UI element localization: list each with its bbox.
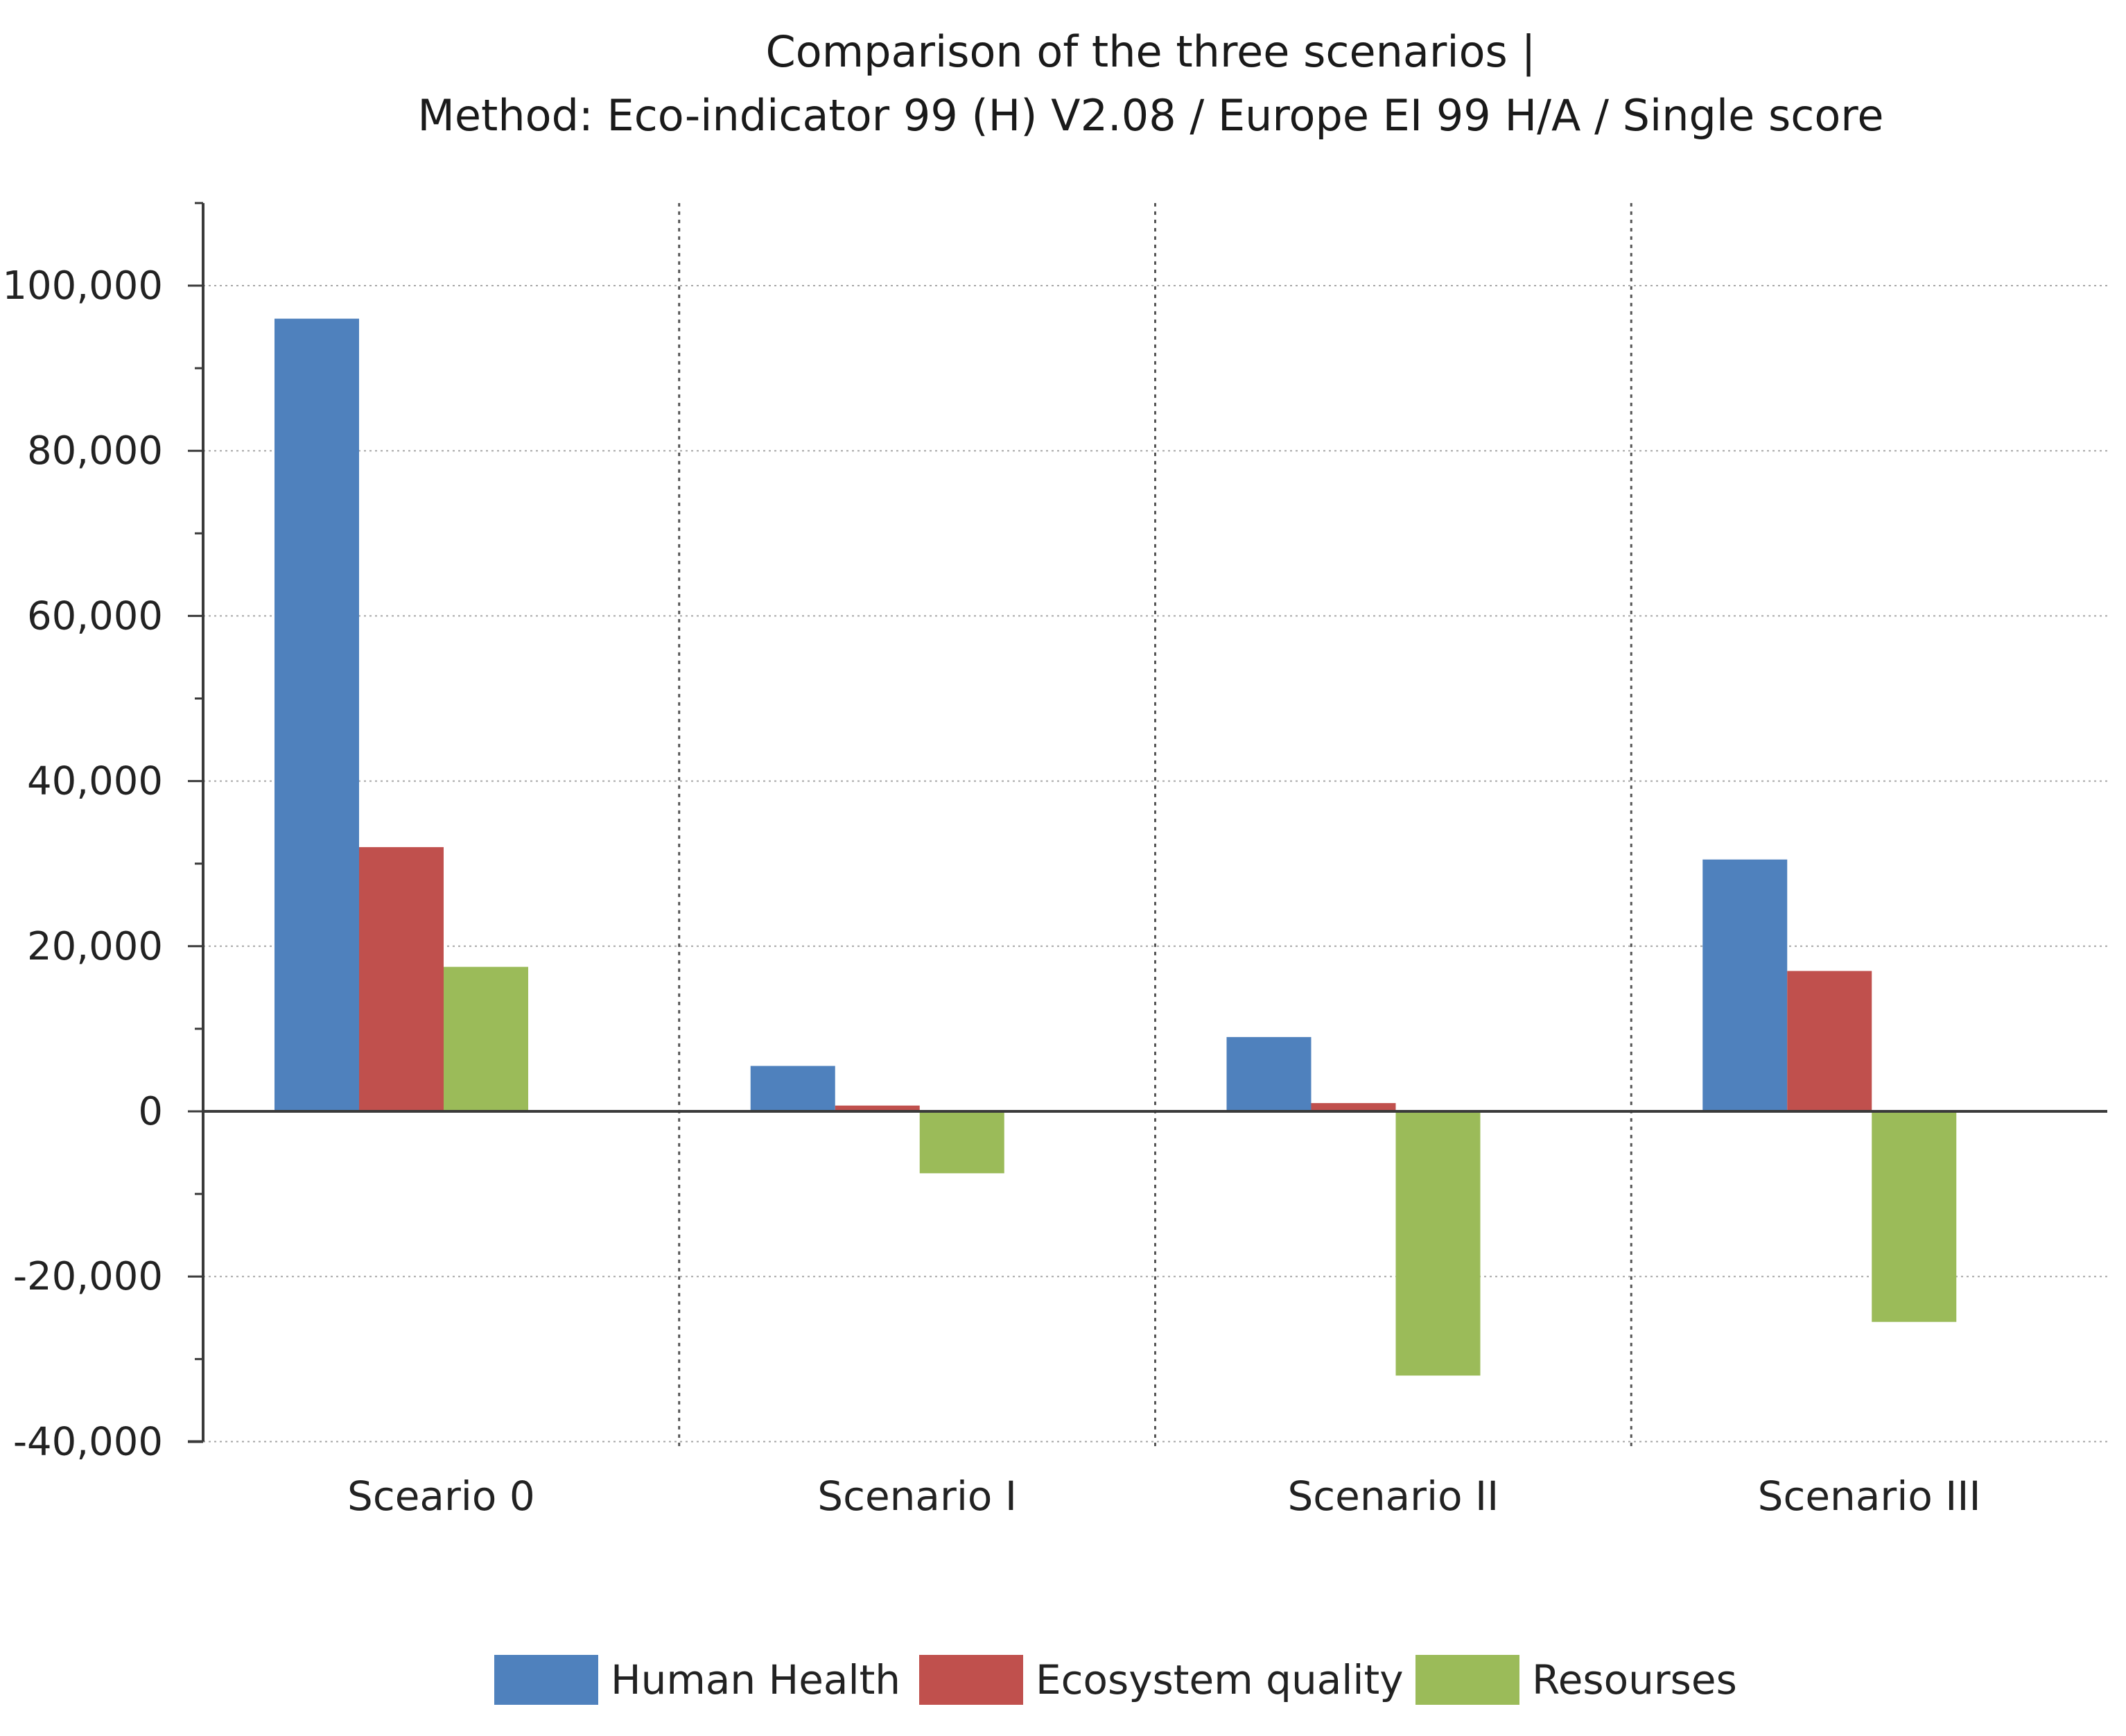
legend-swatch — [919, 1655, 1023, 1705]
bar — [1226, 1036, 1312, 1111]
gridlines — [203, 285, 2107, 1443]
legend-label: Ecosystem quality — [1036, 1656, 1404, 1703]
y-tick-label: 60,000 — [27, 593, 163, 639]
bar — [919, 1111, 1004, 1174]
x-tick-label: Scenario II — [1287, 1473, 1499, 1520]
y-tick-label: -20,000 — [13, 1254, 163, 1299]
bar — [1311, 1103, 1396, 1111]
y-tick-label: 80,000 — [27, 428, 163, 474]
chart-title: Comparison of the three scenarios | — [766, 26, 1536, 78]
legend-swatch — [494, 1655, 598, 1705]
bar — [444, 966, 528, 1111]
bar — [1702, 859, 1788, 1111]
legend-swatch — [1415, 1655, 1519, 1705]
x-tick-label: Sceario 0 — [347, 1473, 535, 1520]
bar — [1395, 1111, 1481, 1376]
y-tick-label: 100,000 — [2, 263, 163, 309]
legend-label: Human Health — [611, 1656, 900, 1703]
bar — [1787, 971, 1872, 1111]
y-tick-label: 20,000 — [27, 924, 163, 969]
x-axis-labels: Sceario 0 Scenario I Scenario II Scenario I… — [347, 1473, 1981, 1520]
x-tick-label: Scenario I — [817, 1473, 1017, 1520]
bar — [1872, 1111, 1957, 1322]
category-separators — [678, 202, 1632, 1448]
chart-subtitle: Method: Eco-indicator 99 (H) V2.08 / Eur… — [417, 90, 1883, 141]
bars — [275, 318, 1957, 1376]
x-tick-label: Scenario III — [1758, 1473, 1981, 1520]
legend: Human Health Ecosystem quality Resourses — [494, 1655, 1737, 1705]
y-axis: -40,000 -20,000 0 20,000 40,000 60,000 80,000 1… — [2, 202, 2107, 1464]
legend-label: Resourses — [1532, 1656, 1737, 1703]
bar — [750, 1066, 835, 1111]
y-tick-label: 40,000 — [27, 759, 163, 804]
bar — [835, 1105, 920, 1111]
bar — [359, 847, 444, 1111]
bar — [275, 318, 359, 1111]
y-tick-label: 0 — [138, 1089, 163, 1134]
y-tick-label: -40,000 — [13, 1419, 163, 1464]
